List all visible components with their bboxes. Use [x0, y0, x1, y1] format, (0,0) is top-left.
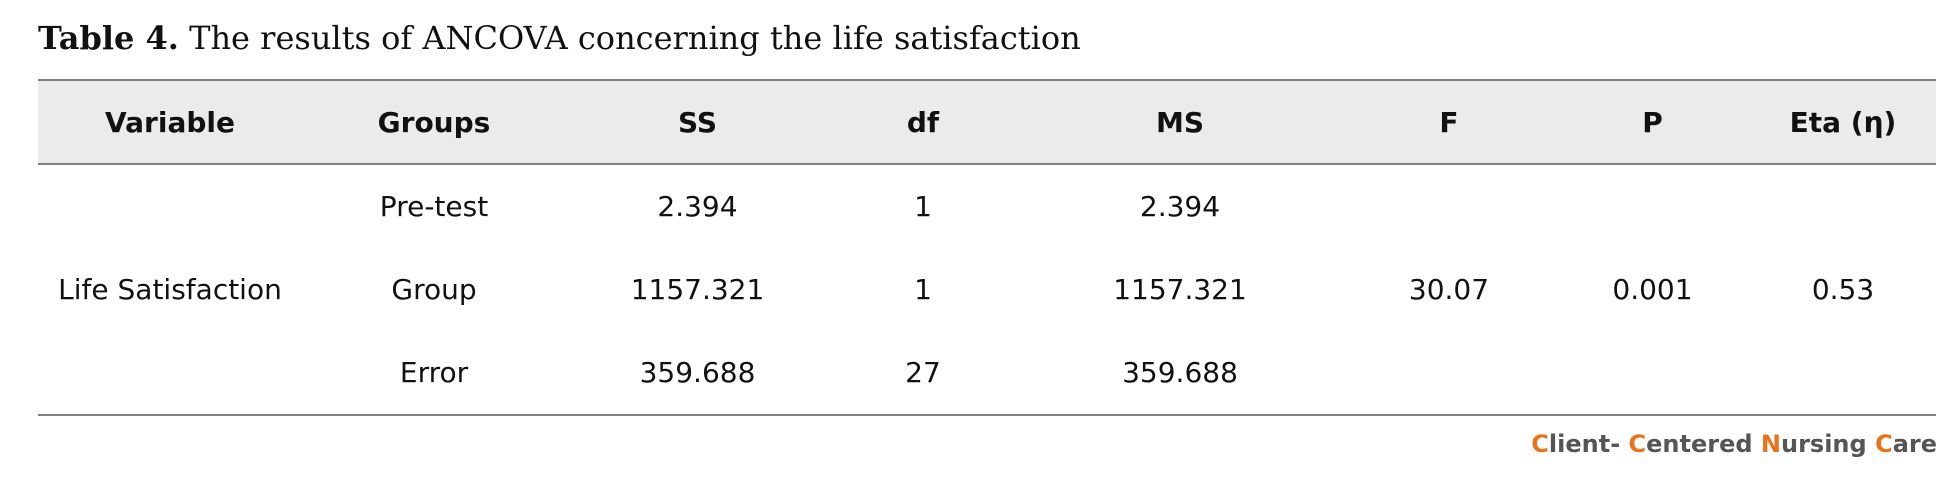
table-caption: Table 4. The results of ANCOVA concernin…	[38, 14, 1081, 62]
table-row: Error 359.688 27 359.688	[38, 331, 1936, 415]
ms-cell: 359.688	[1122, 356, 1238, 389]
eta-cell: 0.53	[1811, 273, 1875, 306]
ss-cell: 1157.321	[630, 273, 765, 306]
ancova-table-container: Variable Groups SS df MS F P Eta (η) Lif…	[38, 79, 1936, 416]
group-cell: Group	[391, 273, 477, 306]
table-row: Life Satisfaction Pre-test 2.394 1 2.394…	[38, 164, 1936, 306]
ancova-table: Variable Groups SS df MS F P Eta (η) Lif…	[38, 79, 1936, 416]
header-ss: SS	[677, 105, 718, 139]
header-eta: Eta (η)	[1789, 105, 1897, 139]
group-cell: Pre-test	[379, 190, 489, 223]
header-df: df	[906, 105, 940, 139]
brand-initial: C	[1531, 430, 1549, 458]
table-row: Group 1157.321 1 1157.321	[38, 248, 1936, 331]
header-row: Variable Groups SS df MS F P Eta (η)	[38, 80, 1936, 164]
df-cell: 27	[905, 356, 941, 389]
p-cell: 0.001	[1612, 273, 1693, 306]
header-p: P	[1642, 105, 1663, 139]
f-cell: 30.07	[1408, 273, 1490, 306]
ss-cell: 359.688	[639, 356, 756, 389]
table-caption-label: Table 4.	[38, 19, 179, 57]
table-header: Variable Groups SS df MS F P Eta (η)	[38, 80, 1936, 164]
variable-cell: Life Satisfaction	[58, 273, 282, 306]
table-caption-text: The results of ANCOVA concerning the lif…	[178, 19, 1081, 57]
brand-initial: C	[1628, 430, 1647, 458]
header-ms: MS	[1155, 105, 1205, 139]
df-cell: 1	[914, 273, 932, 306]
group-cell: Error	[399, 356, 469, 389]
header-groups: Groups	[377, 105, 491, 139]
header-variable: Variable	[105, 105, 235, 139]
ms-cell: 2.394	[1139, 190, 1221, 223]
header-f: F	[1439, 105, 1459, 139]
journal-brand-logo: Client- Centered Nursing Care	[1531, 430, 1937, 458]
brand-initial: C	[1875, 430, 1893, 458]
df-cell: 1	[914, 190, 932, 223]
ms-cell: 1157.321	[1113, 273, 1247, 306]
table-body: Life Satisfaction Pre-test 2.394 1 2.394…	[38, 164, 1936, 415]
brand-initial: N	[1760, 430, 1781, 458]
ss-cell: 2.394	[657, 190, 738, 223]
